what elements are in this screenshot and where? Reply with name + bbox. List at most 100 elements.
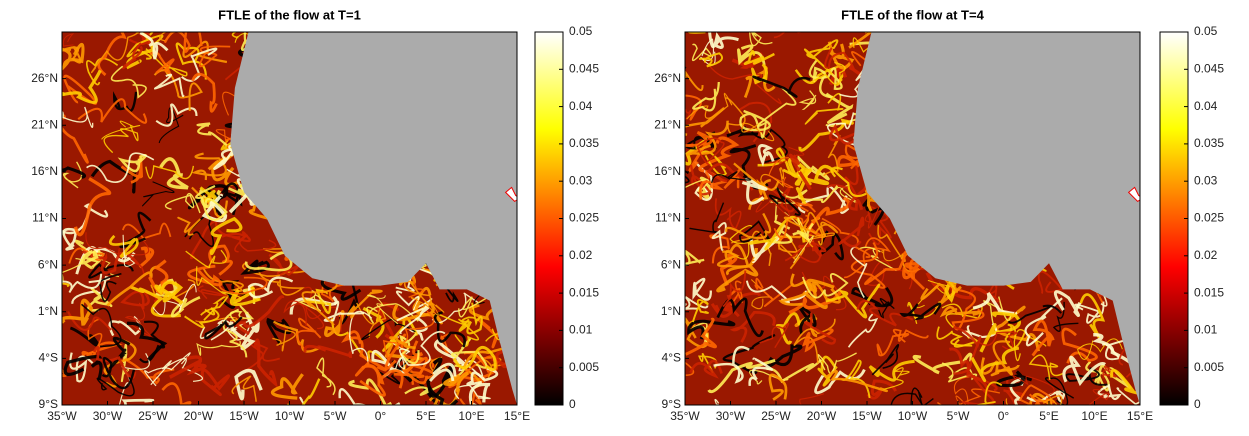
ftle-texture [404, 364, 465, 396]
ftle-texture [825, 92, 854, 124]
ftle-texture [299, 396, 306, 405]
ftle-texture [234, 368, 263, 401]
ftle-texture [159, 157, 189, 190]
ftle-texture [795, 202, 817, 213]
ftle-texture [1028, 354, 1063, 380]
ftle-texture [685, 361, 695, 376]
ftle-texture [198, 45, 231, 68]
ftle-texture [270, 373, 304, 400]
ftle-field [685, 32, 1140, 405]
ftle-texture [191, 152, 227, 181]
ftle-texture [152, 283, 197, 316]
x-tick-label: 5°W [324, 409, 347, 423]
ftle-texture [825, 283, 881, 319]
ftle-texture [316, 357, 336, 396]
ftle-texture [468, 382, 491, 405]
ftle-texture [737, 44, 766, 66]
x-tick-label: 30°W [716, 409, 746, 423]
ftle-texture [287, 378, 321, 405]
ftle-texture [799, 393, 825, 405]
ftle-texture [685, 317, 717, 356]
ftle-texture [995, 370, 1033, 388]
ftle-texture [687, 319, 736, 340]
ftle-texture [1012, 375, 1055, 396]
ftle-texture [685, 70, 704, 92]
ftle-texture [62, 91, 66, 96]
colorbar-tick-label: 0.01 [569, 323, 593, 337]
ftle-texture [698, 52, 723, 68]
ftle-texture [1088, 388, 1110, 405]
x-tick-label: 5°E [416, 409, 435, 423]
colorbar-tick-label: 0 [569, 397, 576, 411]
colorbar-tick-label: 0.03 [569, 173, 593, 187]
x-tick-label: 0° [375, 409, 387, 423]
ftle-texture [68, 247, 105, 264]
colorbar-tick-label: 0 [1194, 397, 1201, 411]
ftle-texture [685, 130, 713, 172]
ftle-texture [185, 249, 227, 269]
y-tick-label: 1°N [661, 304, 681, 318]
ftle-texture [428, 362, 457, 382]
y-tick-label: 4°S [662, 351, 681, 365]
ftle-texture [197, 285, 228, 300]
ftle-texture [798, 90, 817, 111]
ftle-texture [686, 120, 729, 156]
x-tick-label: 15°W [852, 409, 882, 423]
ftle-texture [90, 159, 137, 194]
ftle-texture [366, 303, 419, 324]
x-tick-label: 10°E [1081, 409, 1107, 423]
ftle-texture [711, 222, 727, 251]
colorbar [534, 31, 564, 406]
ftle-texture [323, 300, 365, 322]
ftle-texture [106, 265, 160, 307]
ftle-texture [452, 345, 497, 372]
ftle-texture [426, 357, 459, 405]
y-tick-label: 9°S [39, 397, 58, 411]
ftle-texture [128, 32, 153, 47]
ftle-texture [101, 120, 141, 140]
ftle-texture [728, 280, 743, 306]
colorbar-tick-label: 0.005 [569, 360, 599, 374]
ftle-texture [745, 280, 808, 304]
ftle-texture [126, 321, 168, 361]
colorbar-tick-label: 0.01 [1194, 323, 1218, 337]
ftle-texture [389, 336, 416, 350]
ftle-texture [124, 302, 151, 337]
ftle-texture [730, 230, 772, 267]
ftle-texture [62, 33, 75, 47]
ftle-texture [953, 376, 970, 405]
ftle-texture [696, 137, 725, 167]
x-tick-label: 0° [998, 409, 1010, 423]
land [853, 32, 1140, 405]
ftle-texture [757, 86, 797, 139]
ftle-texture [367, 294, 399, 325]
ftle-texture [749, 32, 773, 47]
ftle-texture [907, 301, 941, 324]
ftle-field [62, 32, 517, 405]
ftle-texture [892, 328, 929, 343]
ftle-texture [866, 379, 897, 400]
ftle-texture [168, 355, 207, 379]
ftle-texture [802, 327, 834, 353]
ftle-texture [67, 311, 112, 332]
ftle-texture [847, 313, 879, 348]
y-tick-label: 11°N [655, 211, 681, 225]
x-tick-label: 15°E [1127, 409, 1153, 423]
ftle-texture [759, 322, 790, 349]
x-tick-label: 20°W [807, 409, 837, 423]
ftle-texture [773, 214, 809, 240]
ftle-texture [144, 352, 191, 387]
ftle-texture [1065, 367, 1108, 386]
ftle-texture [96, 376, 135, 397]
ftle-texture [817, 355, 838, 387]
ftle-texture [685, 178, 709, 192]
ftle-texture [883, 367, 910, 390]
ftle-texture [890, 392, 934, 405]
ftle-texture [1031, 319, 1055, 357]
ftle-texture [490, 348, 517, 369]
x-tick-label: 20°W [184, 409, 214, 423]
ftle-texture [221, 231, 251, 243]
ftle-texture [62, 166, 87, 179]
ftle-texture [97, 32, 127, 77]
